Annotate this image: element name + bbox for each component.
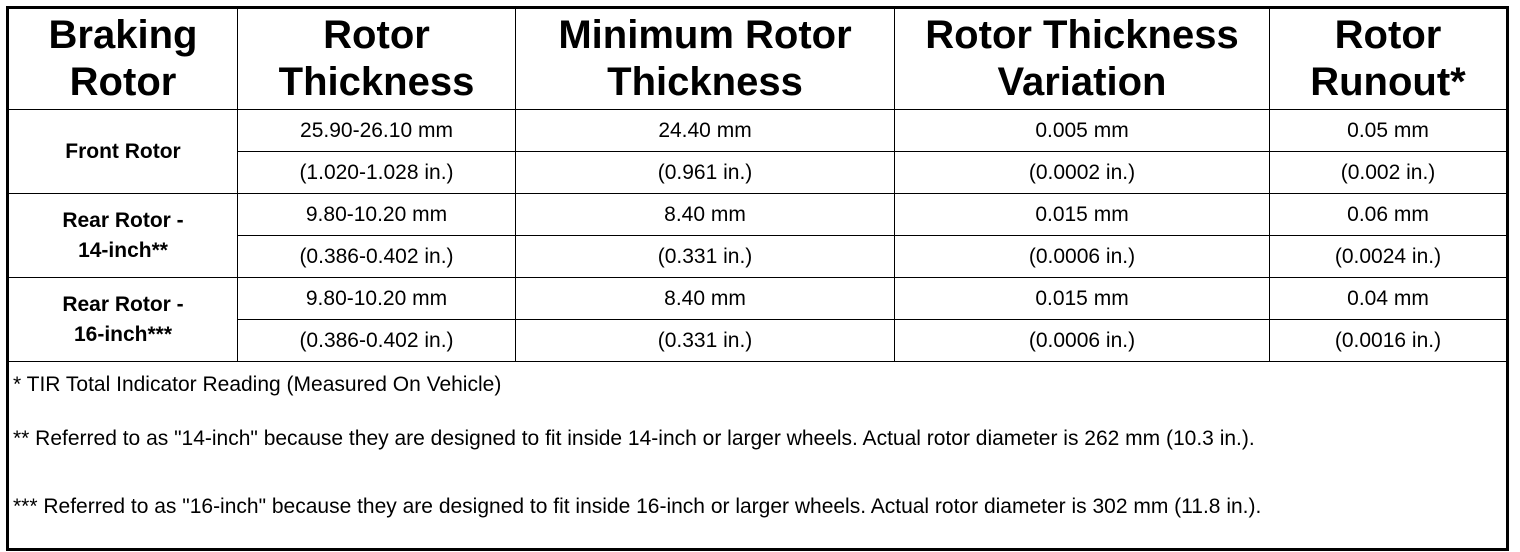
data-cell: (0.386-0.402 in.): [237, 319, 516, 362]
header-cell: Rotor Thickness: [237, 7, 516, 110]
row-label: Rear Rotor - 16-inch***: [7, 277, 238, 362]
text-line: 16-inch***: [73, 322, 173, 346]
data-cell: (0.0006 in.): [894, 235, 1270, 278]
spec-table: Braking Rotor Rotor Thickness Minimum Rotor T…: [6, 6, 1509, 551]
data-cell: (0.961 in.): [515, 151, 895, 194]
footnote: * TIR Total Indicator Reading (Measured …: [7, 361, 1508, 412]
text-line: Minimum Rotor: [558, 13, 852, 57]
text-line: 14-inch**: [78, 238, 168, 262]
data-cell: 0.04 mm: [1269, 277, 1508, 320]
data-cell: 24.40 mm: [515, 109, 895, 152]
text-line: Thickness: [607, 60, 803, 104]
text-line: Rotor Thickness: [925, 13, 1239, 57]
data-cell: 0.015 mm: [894, 277, 1270, 320]
data-cell: (0.386-0.402 in.): [237, 235, 516, 278]
data-cell: 8.40 mm: [515, 193, 895, 236]
text-line: Rear Rotor -: [62, 208, 184, 232]
data-cell: (0.331 in.): [515, 235, 895, 278]
header-row: Braking Rotor Rotor Thickness Minimum Rotor T…: [7, 7, 1508, 110]
data-row: Rear Rotor - 14-inch** 9.80-10.20 mm 8.40 m…: [7, 193, 1508, 278]
data-cell: (0.0024 in.): [1269, 235, 1508, 278]
data-cell: 0.06 mm: [1269, 193, 1508, 236]
data-cell: (0.002 in.): [1269, 151, 1508, 194]
data-row: (0.386-0.402 in.) (0.331 in.) (0.0006 in.)…: [8, 319, 1508, 362]
data-cell: 0.015 mm: [894, 193, 1270, 236]
data-row: (0.386-0.402 in.) (0.331 in.) (0.0006 in.)…: [8, 235, 1508, 278]
text-line: Rotor: [69, 60, 177, 104]
data-cell: (0.0016 in.): [1269, 319, 1508, 362]
text-line: Rear Rotor -: [62, 292, 184, 316]
header-cell: Rotor Runout*: [1269, 7, 1508, 110]
data-cell: 0.005 mm: [894, 109, 1270, 152]
footnote-row: ** Referred to as "14-inch" because they…: [8, 412, 1508, 470]
footnote: *** Referred to as "16-inch" because the…: [7, 470, 1508, 550]
data-cell: 9.80-10.20 mm: [237, 193, 516, 236]
data-cell: 0.05 mm: [1269, 109, 1508, 152]
data-cell: (0.0002 in.): [894, 151, 1270, 194]
data-cell: (0.0006 in.): [894, 319, 1270, 362]
row-label: Front Rotor: [7, 109, 238, 194]
header-cell: Braking Rotor: [7, 7, 238, 110]
text-line: Thickness: [278, 60, 475, 104]
row-label: Rear Rotor - 14-inch**: [7, 193, 238, 278]
data-cell: 9.80-10.20 mm: [237, 277, 516, 320]
footnote-row: *** Referred to as "16-inch" because the…: [7, 470, 1508, 550]
footnote: ** Referred to as "14-inch" because they…: [13, 427, 1255, 450]
data-cell: (1.020-1.028 in.): [237, 151, 516, 194]
text-line: Rotor: [323, 13, 430, 57]
data-row: Rear Rotor - 16-inch*** 9.80-10.20 mm 8.40 …: [7, 277, 1508, 362]
text-line: Rotor: [1334, 13, 1442, 57]
data-row: (1.020-1.028 in.) (0.961 in.) (0.0002 in.)…: [8, 151, 1508, 194]
footnote-row: * TIR Total Indicator Reading (Measured …: [7, 361, 1508, 412]
data-row: Front Rotor 25.90-26.10 mm 24.40 mm 0.005 m…: [7, 109, 1508, 194]
data-cell: 8.40 mm: [515, 277, 895, 320]
text-line: Braking: [48, 13, 198, 57]
header-cell: Rotor Thickness Variation: [894, 7, 1270, 110]
text-line: Front Rotor: [65, 139, 181, 163]
data-cell: 25.90-26.10 mm: [237, 109, 516, 152]
header-cell: Minimum Rotor Thickness: [515, 7, 895, 110]
text-line: Variation: [997, 60, 1167, 104]
text-line: Runout*: [1310, 60, 1466, 104]
data-cell: (0.331 in.): [515, 319, 895, 362]
